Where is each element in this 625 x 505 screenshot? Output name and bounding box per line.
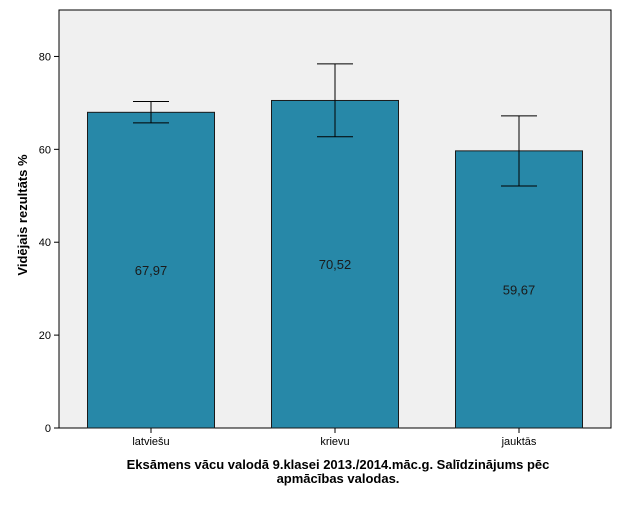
data-label: 59,67 <box>503 282 536 297</box>
data-label: 67,97 <box>135 263 168 278</box>
x-category-label: latviešu <box>132 436 169 448</box>
bar-2 <box>455 150 583 429</box>
y-tick-label: 20 <box>39 330 51 342</box>
y-tick-label: 40 <box>39 237 51 249</box>
data-label: 70,52 <box>319 257 352 272</box>
bar-0 <box>87 111 215 429</box>
bar-1 <box>271 99 399 429</box>
y-tick-label: 80 <box>39 51 51 63</box>
y-axis: 0 20 40 60 80 <box>39 51 59 435</box>
x-category-label: krievu <box>320 436 349 448</box>
x-axis-title-line-1: Eksāmens vācu valodā 9.klasei 2013./2014… <box>127 457 550 472</box>
bars-group: 67,97 70,52 59,67 <box>87 63 583 429</box>
x-axis-title-line-2: apmācības valodas. <box>277 471 400 486</box>
x-category-label: jauktās <box>501 436 537 448</box>
x-axis: latviešu krievu jauktās <box>132 428 537 448</box>
y-tick-label: 60 <box>39 144 51 156</box>
y-tick-label: 0 <box>45 423 51 435</box>
y-axis-title: Vidējais rezultāts % <box>15 154 30 276</box>
